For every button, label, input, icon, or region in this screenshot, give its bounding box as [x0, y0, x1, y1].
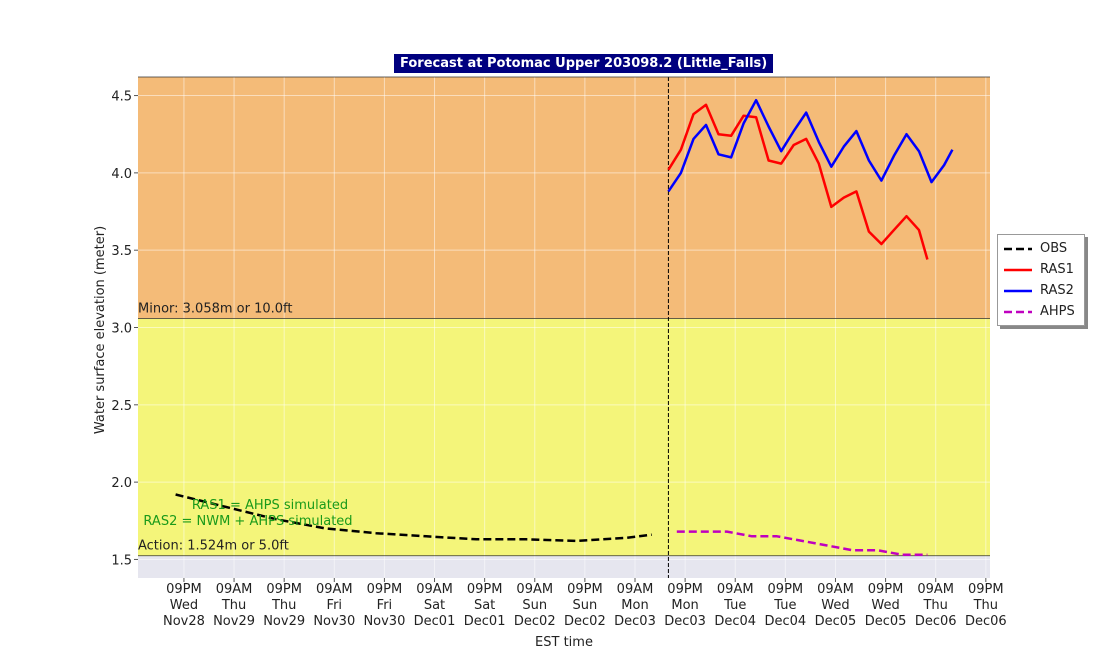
x-tick-label: 09AM Thu Nov29: [213, 582, 255, 629]
legend-swatch: [1004, 289, 1032, 292]
legend-swatch: [1004, 310, 1032, 313]
annotation: RAS1 = AHPS simulated: [192, 498, 348, 513]
y-tick-label: 4.5: [111, 90, 132, 105]
x-tick-label: 09AM Wed Dec05: [814, 582, 857, 629]
y-axis-label: Water surface elevation (meter): [93, 226, 108, 434]
legend: OBS RAS1 RAS2 AHPS: [997, 234, 1085, 326]
threshold-band: [138, 77, 990, 319]
x-tick-label: 09PM Thu Nov29: [263, 582, 306, 629]
x-tick-label: 09PM Sat Dec01: [463, 582, 506, 629]
legend-entry: RAS1: [998, 259, 1084, 280]
x-axis-label: EST time: [535, 635, 593, 650]
x-tick-label: 09AM Mon Dec03: [614, 582, 656, 629]
chart-title: Forecast at Potomac Upper 203098.2 (Litt…: [394, 54, 774, 73]
legend-entry: RAS2: [998, 280, 1084, 301]
legend-swatch: [1004, 268, 1032, 271]
legend-entry: AHPS: [998, 301, 1084, 322]
x-tick-label: 09AM Sun Dec02: [513, 582, 556, 629]
x-tick-label: 09AM Fri Nov30: [313, 582, 356, 629]
legend-label: AHPS: [1040, 304, 1075, 319]
series-line: [676, 530, 928, 557]
legend-label: OBS: [1040, 241, 1068, 256]
threshold-label: Action: 1.524m or 5.0ft: [138, 539, 289, 554]
x-tick-label: 09AM Sat Dec01: [413, 582, 456, 629]
x-tick-label: 09PM Wed Nov28: [162, 582, 205, 629]
x-tick-label: 09PM Fri Nov30: [363, 582, 406, 629]
y-tick-label: 1.5: [111, 553, 132, 568]
y-tick-label: 2.5: [111, 399, 132, 414]
threshold-band: [138, 318, 990, 556]
legend-label: RAS1: [1040, 262, 1074, 277]
x-tick-label: 09PM Thu Dec06: [964, 582, 1007, 629]
series-line: [667, 103, 929, 260]
y-tick-label: 2.0: [111, 476, 132, 491]
y-tick-label: 3.5: [111, 244, 132, 259]
legend-label: RAS2: [1040, 283, 1074, 298]
x-tick-label: 09PM Mon Dec03: [664, 582, 706, 629]
threshold-label: Minor: 3.058m or 10.0ft: [138, 302, 292, 317]
x-tick-label: 09PM Sun Dec02: [564, 582, 606, 629]
series-line: [175, 493, 652, 543]
x-tick-label: 09PM Tue Dec04: [764, 582, 807, 629]
legend-entry: OBS: [998, 238, 1084, 259]
annotation: RAS2 = NWM + AHPS simulated: [143, 514, 352, 529]
x-tick-label: 09PM Wed Dec05: [864, 582, 907, 629]
y-tick-label: 4.0: [111, 167, 132, 182]
legend-swatch: [1004, 247, 1032, 250]
x-tick-label: 09AM Thu Dec06: [914, 582, 957, 629]
x-tick-label: 09AM Tue Dec04: [714, 582, 757, 629]
y-tick-label: 3.0: [111, 322, 132, 337]
series-line: [667, 98, 954, 193]
